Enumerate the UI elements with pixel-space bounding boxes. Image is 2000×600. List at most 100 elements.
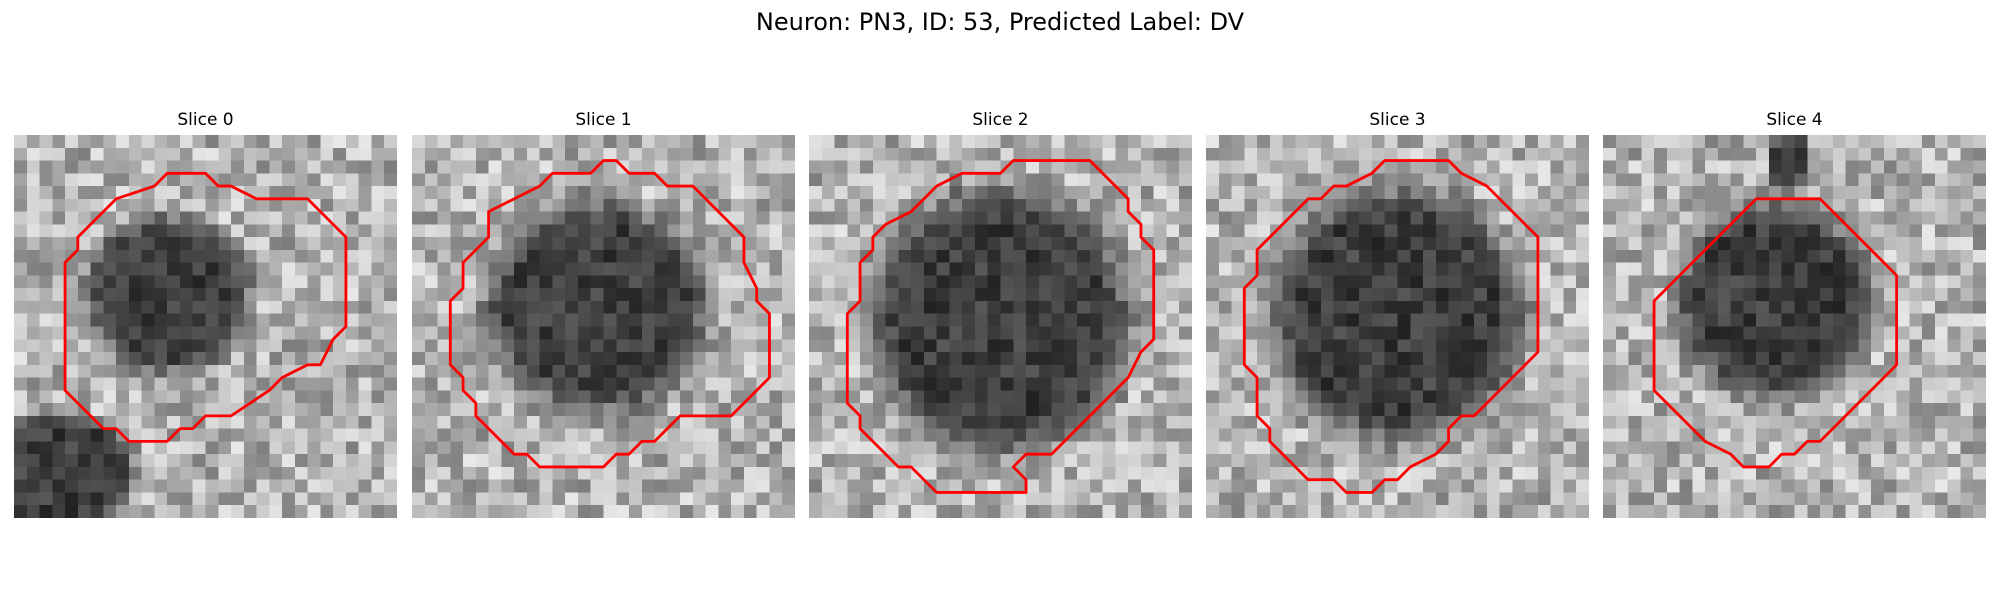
slice-pixel [655,275,668,288]
slice-pixel [1257,429,1270,442]
slice-pixel [295,199,308,212]
slice-pixel [1538,275,1551,288]
slice-pixel [1308,416,1321,429]
slice-pixel [911,441,924,454]
slice-pixel [218,161,231,174]
slice-pixel [1206,224,1219,237]
slice-pixel [1973,288,1986,301]
slice-pixel [860,365,873,378]
slice-pixel [706,365,719,378]
slice-pixel [180,186,193,199]
slice-pixel [412,441,425,454]
slice-pixel [1359,327,1372,340]
slice-pixel [1410,224,1423,237]
slice-pixel [1039,505,1052,518]
slice-pixel [1654,441,1667,454]
slice-pixel [257,199,270,212]
slice-pixel [1039,454,1052,467]
slice-pixel [231,492,244,505]
slice-pixel [782,135,795,148]
slice-pixel [1166,212,1179,225]
slice-pixel [1321,480,1334,493]
slice-pixel [1232,199,1245,212]
slice-pixel [154,212,167,225]
slice-pixel [1026,173,1039,186]
slice-pixel [1795,186,1808,199]
slice-pixel [1922,480,1935,493]
slice-pixel [1884,441,1897,454]
slice-pixel [308,250,321,263]
slice-pixel [1807,212,1820,225]
slice-pixel [1858,492,1871,505]
slice-pixel [1257,275,1270,288]
slice-pixel [911,327,924,340]
slice-pixel [1232,250,1245,263]
slice-pixel [1219,327,1232,340]
slice-pixel [180,173,193,186]
slice-pixel [744,288,757,301]
slice-pixel [1052,250,1065,263]
slice-pixel [1846,416,1859,429]
slice-pixel [975,441,988,454]
slice-pixel [1718,186,1731,199]
slice-pixel [937,199,950,212]
slice-pixel [1909,441,1922,454]
slice-pixel [384,454,397,467]
slice-pixel [489,301,502,314]
slice-pixel [527,441,540,454]
slice-pixel [1731,237,1744,250]
slice-pixel [1334,390,1347,403]
slice-pixel [116,212,129,225]
slice-pixel [501,339,514,352]
slice-pixel [1308,148,1321,161]
slice-pixel [1629,480,1642,493]
slice-pixel [154,454,167,467]
slice-pixel [1474,441,1487,454]
slice-pixel [527,263,540,276]
slice-pixel [898,467,911,480]
slice-pixel [835,186,848,199]
slice-pixel [308,416,321,429]
slice-pixel [1616,148,1629,161]
slice-pixel [78,173,91,186]
slice-pixel [822,135,835,148]
slice-pixel [1884,352,1897,365]
slice-pixel [1909,237,1922,250]
slice-pixel [180,148,193,161]
slice-pixel [1782,301,1795,314]
slice-pixel [1449,148,1462,161]
slice-pixel [1334,339,1347,352]
slice-pixel [565,390,578,403]
slice-pixel [1077,237,1090,250]
slice-pixel [180,429,193,442]
slice-pixel [1718,301,1731,314]
slice-pixel [1001,288,1014,301]
slice-pixel [616,148,629,161]
slice-pixel [231,505,244,518]
slice-pixel [1743,250,1756,263]
slice-pixel [1179,301,1192,314]
slice-pixel [642,441,655,454]
slice-pixel [1001,199,1014,212]
slice-pixel [1743,441,1756,454]
slice-pixel [731,441,744,454]
slice-pixel [129,173,142,186]
slice-pixel [1782,224,1795,237]
slice-pixel [924,429,937,442]
slice-pixel [975,288,988,301]
slice-pixel [809,390,822,403]
slice-pixel [1244,161,1257,174]
slice-pixel [1308,135,1321,148]
slice-pixel [142,224,155,237]
slice-pixel [731,186,744,199]
slice-pixel [320,224,333,237]
slice-pixel [78,429,91,442]
slice-pixel [1629,429,1642,442]
slice-pixel [231,429,244,442]
slice-pixel [1948,378,1961,391]
slice-pixel [1039,288,1052,301]
slice-pixel [860,224,873,237]
slice-pixel [565,339,578,352]
slice-pixel [1141,173,1154,186]
slice-pixel [693,365,706,378]
